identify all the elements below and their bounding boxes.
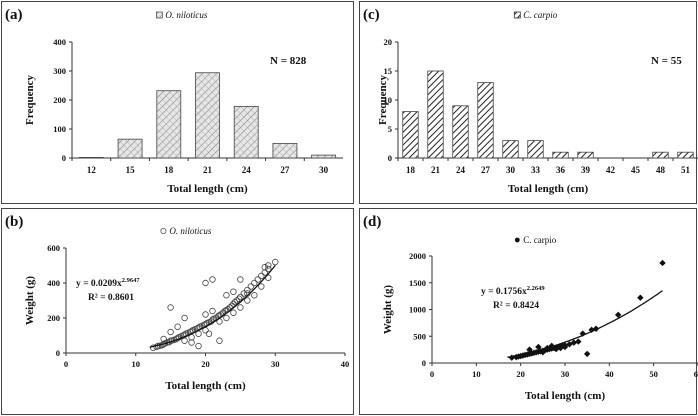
panel-b-frame xyxy=(1,208,354,415)
panel-d-frame xyxy=(359,208,697,415)
panel-a-frame xyxy=(1,1,354,204)
panel-c-frame xyxy=(359,1,697,204)
